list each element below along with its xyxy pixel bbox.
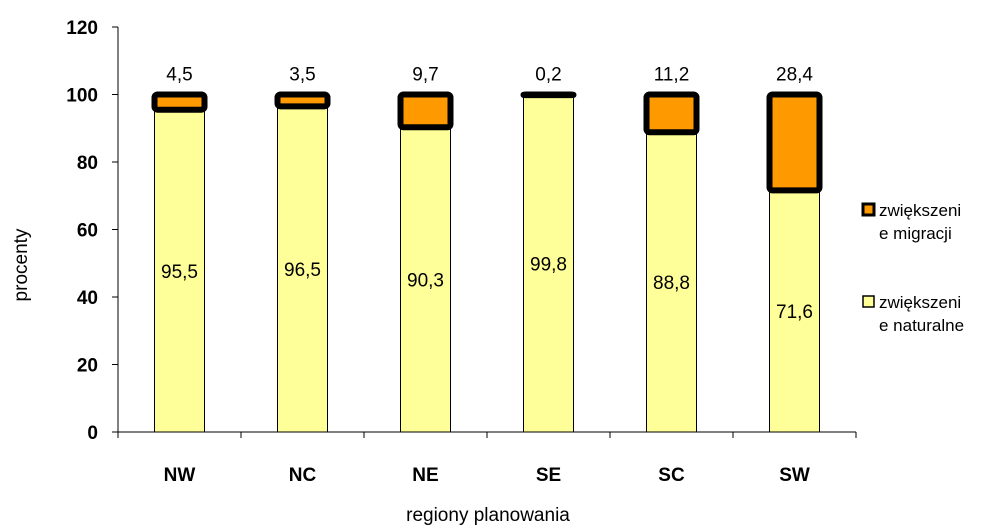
bar-natural-nw	[154, 109, 205, 433]
data-label-migration-sc: 11,2	[654, 65, 690, 86]
category-label-ne: NE	[412, 465, 438, 486]
data-label-migration-nc: 3,5	[289, 65, 315, 86]
y-tick-label-40: 40	[77, 288, 98, 309]
data-label-migration-nw: 4,5	[166, 65, 192, 86]
y-tick-label-20: 20	[77, 356, 98, 377]
bar-natural-sc	[646, 131, 697, 433]
y-axis-title: procenty	[11, 228, 32, 301]
y-tick-label-120: 120	[66, 18, 98, 39]
data-label-migration-ne: 9,7	[412, 65, 438, 86]
bar-migration-ne	[397, 91, 454, 131]
y-tick-label-60: 60	[77, 221, 98, 242]
category-label-sw: SW	[779, 465, 810, 486]
legend-swatch-migration	[861, 202, 876, 217]
category-label-se: SE	[536, 465, 561, 486]
bar-migration-sw	[766, 91, 823, 194]
legend-label-natural: zwiększeni	[879, 293, 961, 312]
category-label-nc: NC	[289, 465, 317, 486]
plot-area: 95,5 4,5 NW 96,5 3,5 NC 90,3 9,7 NE 99,8 0,2 SE 88,8…	[66, 18, 857, 486]
data-label-natural-ne: 90,3	[407, 271, 444, 292]
bar-migration-sc	[643, 91, 700, 136]
y-tick-label-100: 100	[66, 86, 98, 107]
data-label-natural-nc: 96,5	[284, 260, 321, 281]
legend-label-natural: e naturalne	[879, 316, 964, 335]
bar-natural-se	[523, 94, 574, 433]
bar-migration-nc	[274, 91, 331, 110]
bar-migration-nw	[151, 91, 208, 113]
bar-natural-ne	[400, 126, 451, 433]
legend-label-migration: e migracji	[879, 224, 952, 243]
y-tick-label-80: 80	[77, 153, 98, 174]
x-axis-title: regiony planowania	[406, 505, 570, 526]
category-label-nw: NW	[164, 465, 196, 486]
bar-natural-nc	[277, 105, 328, 433]
legend: zwiększeni e migracji zwiększeni e naturaln…	[861, 201, 964, 335]
legend-swatch-natural	[862, 295, 875, 308]
data-label-natural-nw: 95,5	[161, 262, 198, 283]
category-label-sc: SC	[658, 465, 685, 486]
data-label-natural-sw: 71,6	[776, 302, 813, 323]
data-label-migration-se: 0,2	[535, 65, 561, 86]
bar-migration-se	[520, 91, 577, 99]
legend-label-migration: zwiększeni	[879, 201, 961, 220]
data-label-natural-se: 99,8	[530, 255, 567, 276]
data-label-migration-sw: 28,4	[776, 65, 813, 86]
data-label-natural-sc: 88,8	[653, 273, 690, 294]
y-tick-label-0: 0	[87, 423, 98, 444]
